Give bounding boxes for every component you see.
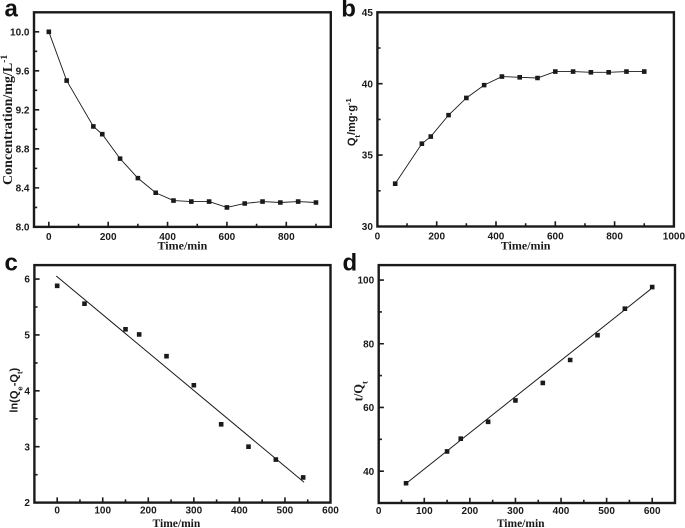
svg-text:8.0: 8.0	[16, 223, 30, 234]
svg-text:0: 0	[54, 505, 60, 516]
svg-text:Concentration/mg/L-1: Concentration/mg/L-1	[0, 55, 16, 185]
svg-text:6: 6	[24, 275, 30, 286]
svg-text:8.8: 8.8	[16, 145, 30, 156]
svg-text:100: 100	[94, 505, 111, 516]
svg-text:0: 0	[375, 232, 381, 243]
svg-text:0: 0	[46, 232, 52, 243]
svg-text:600: 600	[322, 505, 339, 516]
svg-text:4: 4	[24, 386, 30, 397]
svg-text:30: 30	[362, 222, 374, 233]
svg-text:Time/min: Time/min	[497, 518, 545, 528]
svg-text:200: 200	[428, 232, 445, 243]
svg-text:b: b	[341, 0, 356, 23]
svg-text:500: 500	[598, 506, 615, 517]
svg-text:Time/min: Time/min	[501, 239, 551, 253]
svg-text:9.6: 9.6	[16, 66, 30, 77]
svg-text:200: 200	[462, 506, 479, 517]
svg-text:100: 100	[416, 506, 433, 517]
svg-text:35: 35	[362, 151, 374, 162]
svg-text:400: 400	[159, 232, 176, 243]
svg-text:Qt/mg·g-1: Qt/mg·g-1	[344, 98, 362, 147]
svg-text:a: a	[5, 0, 19, 23]
svg-text:800: 800	[606, 232, 623, 243]
svg-text:8.4: 8.4	[16, 184, 30, 195]
svg-text:t/Qt: t/Qt	[351, 381, 369, 401]
svg-text:200: 200	[140, 505, 157, 516]
svg-text:d: d	[343, 250, 358, 277]
svg-text:600: 600	[219, 232, 236, 243]
svg-text:500: 500	[277, 505, 294, 516]
svg-text:c: c	[5, 250, 18, 277]
svg-text:400: 400	[231, 505, 248, 516]
svg-text:800: 800	[278, 232, 295, 243]
svg-text:300: 300	[507, 506, 524, 517]
svg-text:Time/min: Time/min	[153, 518, 201, 528]
svg-text:3: 3	[24, 442, 30, 453]
svg-text:400: 400	[488, 232, 505, 243]
svg-text:100: 100	[358, 276, 375, 287]
svg-text:40: 40	[363, 467, 375, 478]
svg-text:2: 2	[24, 498, 30, 509]
svg-text:200: 200	[100, 232, 117, 243]
svg-text:300: 300	[185, 505, 202, 516]
svg-text:1000: 1000	[663, 232, 685, 243]
svg-text:Time/min: Time/min	[158, 239, 208, 253]
svg-text:45: 45	[362, 8, 374, 19]
svg-text:0: 0	[376, 506, 382, 517]
svg-text:40: 40	[362, 79, 374, 90]
svg-text:400: 400	[553, 506, 570, 517]
svg-text:9.2: 9.2	[16, 105, 30, 116]
svg-text:5: 5	[24, 331, 30, 342]
svg-text:600: 600	[547, 232, 564, 243]
svg-text:80: 80	[363, 339, 375, 350]
svg-text:60: 60	[363, 403, 375, 414]
svg-text:10.0: 10.0	[10, 27, 30, 38]
svg-text:ln(Qe-Qt): ln(Qe-Qt)	[9, 367, 25, 412]
svg-text:600: 600	[644, 506, 661, 517]
